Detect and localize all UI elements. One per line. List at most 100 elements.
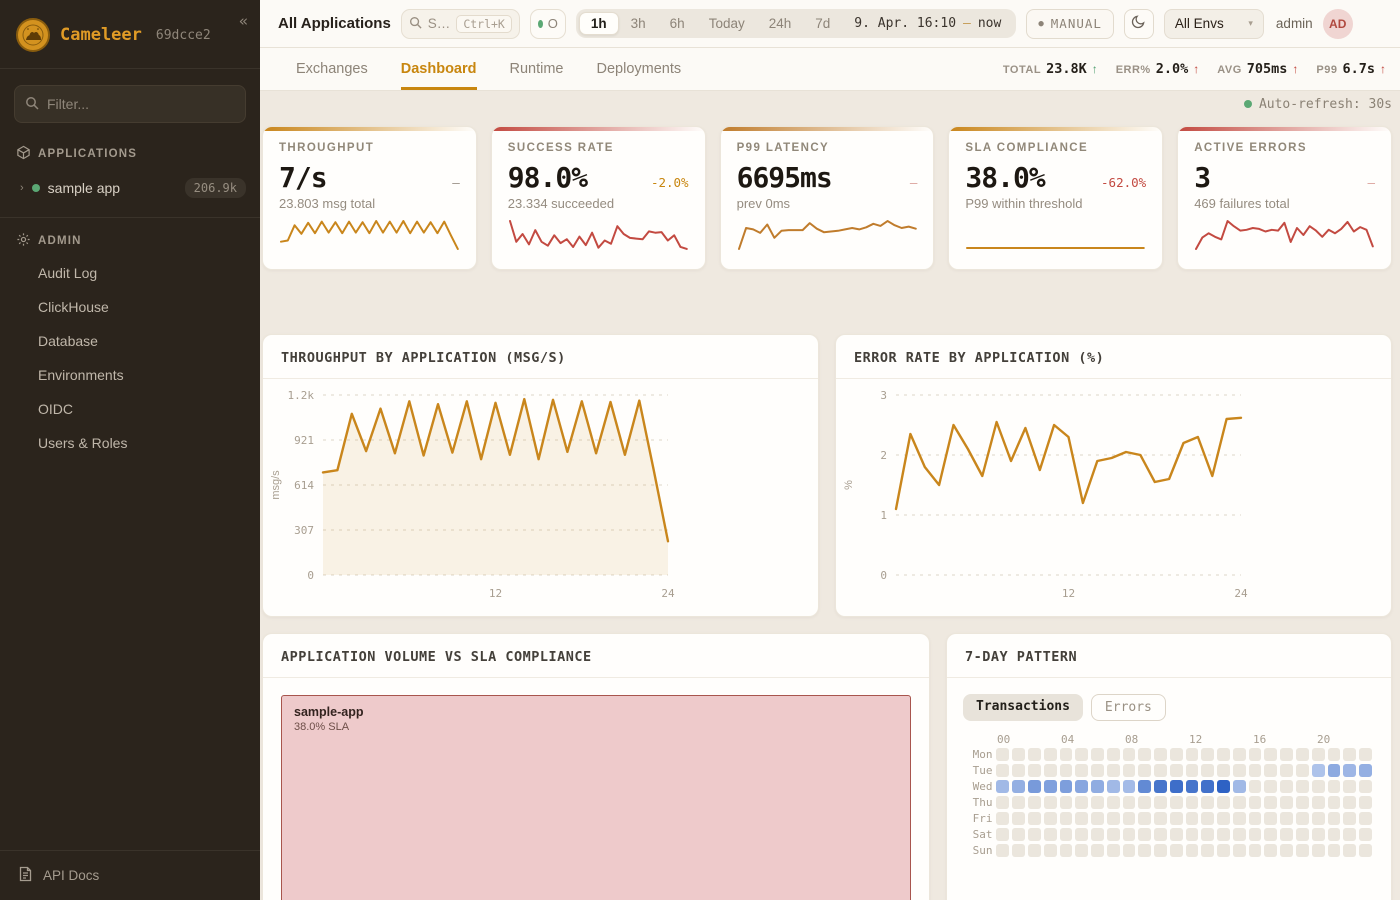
toggle-transactions[interactable]: Transactions <box>963 694 1083 721</box>
heatmap-cell <box>1359 828 1372 841</box>
search-icon <box>409 16 422 32</box>
heatmap-cell <box>1154 812 1167 825</box>
heatmap-cell <box>1091 764 1104 777</box>
heatmap-cell <box>1232 812 1246 825</box>
tab-deployments[interactable]: Deployments <box>596 61 682 77</box>
heatmap-cell <box>1232 828 1246 841</box>
heatmap-cell <box>1043 748 1057 761</box>
kpi-row: THROUGHPUT 7/s – 23.803 msg total SUCCES… <box>262 126 1392 270</box>
heatmap-cell <box>1075 764 1089 777</box>
status-dot <box>31 184 40 192</box>
filter-input[interactable] <box>14 85 246 123</box>
error-rate-chart-card: ERROR RATE BY APPLICATION (%) 0 1 2 3 12 24% <box>835 334 1392 617</box>
dark-mode-toggle[interactable] <box>1123 8 1154 39</box>
chevron-down-icon: ▾ <box>1248 18 1253 28</box>
range-7d[interactable]: 7d <box>815 16 831 31</box>
sidebar-item-api-docs[interactable]: API Docs <box>0 850 260 900</box>
tab-runtime[interactable]: Runtime <box>509 61 564 77</box>
global-search[interactable]: S… Ctrl+K <box>400 8 520 39</box>
summary-stats: TOTAL 23.8K ↑ ERR% 2.0% ↑ AVG 705ms ↑ P9… <box>1003 48 1386 90</box>
svg-text:2: 2 <box>880 449 887 462</box>
heatmap-cell <box>1264 828 1278 841</box>
heatmap-cell <box>1106 812 1120 825</box>
heatmap-row-tue: Tue <box>963 764 1375 777</box>
heatmap-cell <box>1091 796 1104 809</box>
heatmap-cell <box>1154 796 1167 809</box>
heatmap-cell <box>1106 828 1120 841</box>
heatmap-cell <box>1043 844 1057 857</box>
heatmap-cell <box>1311 844 1325 857</box>
heatmap-cell <box>1059 764 1073 777</box>
heatmap-cell <box>1311 796 1325 809</box>
heatmap-cell <box>1028 812 1041 825</box>
heatmap-cell <box>1280 780 1294 793</box>
heatmap-hour-labels: 00 04 08 12 16 20 <box>997 733 1331 746</box>
gear-icon <box>16 232 31 250</box>
heatmap-cell <box>1012 780 1025 793</box>
heatmap-cell <box>1028 764 1041 777</box>
heatmap-cell <box>1028 828 1041 841</box>
range-3h[interactable]: 3h <box>630 16 646 31</box>
heatmap-cell <box>1327 764 1341 777</box>
sidebar-item-database[interactable]: Database <box>38 333 98 349</box>
heatmap-cell <box>1280 812 1294 825</box>
kpi-card-active-errors: ACTIVE ERRORS 3 – 469 failures total <box>1177 126 1392 270</box>
env-select[interactable]: All Envs ▾ <box>1163 8 1264 39</box>
heatmap-cell <box>1327 780 1341 793</box>
heatmap-cell <box>1264 844 1278 857</box>
tab-exchanges[interactable]: Exchanges <box>296 61 368 77</box>
heatmap-cell <box>1217 764 1230 777</box>
range-1h[interactable]: 1h <box>578 12 619 35</box>
heatmap-cell <box>1217 828 1230 841</box>
heatmap-cell <box>1232 780 1246 793</box>
svg-text:0: 0 <box>880 569 887 582</box>
heatmap-cell <box>1122 828 1136 841</box>
sidebar-item-users-roles[interactable]: Users & Roles <box>38 435 128 451</box>
range-today[interactable]: Today <box>708 16 745 31</box>
stat-avg: AVG 705ms ↑ <box>1217 61 1299 77</box>
tab-dashboard[interactable]: Dashboard <box>400 48 477 90</box>
heatmap-cell <box>1280 828 1294 841</box>
sidebar-item-environments[interactable]: Environments <box>38 367 124 383</box>
pattern-toggle-group: Transactions Errors <box>963 694 1375 721</box>
sidebar-collapse-button[interactable]: « <box>238 12 248 30</box>
avatar[interactable]: AD <box>1322 8 1353 39</box>
range-6h[interactable]: 6h <box>669 16 685 31</box>
sidebar-item-sample-app[interactable]: › sample app 206.9k <box>0 169 260 207</box>
heatmap-cell <box>1185 780 1199 793</box>
sidebar-item-clickhouse[interactable]: ClickHouse <box>38 299 109 315</box>
manual-refresh-button[interactable]: ● MANUAL <box>1026 8 1114 39</box>
heatmap-cell <box>1296 844 1309 857</box>
throughput-area-chart: 0 307 614 921 1.2k 12 24 msg/s <box>270 389 675 600</box>
heatmap-cell <box>1169 844 1183 857</box>
heatmap-cell <box>1091 828 1104 841</box>
heatmap-cell <box>1138 780 1152 793</box>
online-status-button[interactable]: O <box>529 8 566 39</box>
svg-text:msg/s: msg/s <box>270 470 282 500</box>
svg-text:%: % <box>843 480 855 490</box>
heatmap-cell <box>1217 844 1230 857</box>
toggle-errors[interactable]: Errors <box>1090 694 1166 721</box>
heatmap-cell <box>1296 828 1309 841</box>
heatmap-cell <box>1343 780 1357 793</box>
heatmap-cell <box>1106 748 1120 761</box>
heatmap-cell <box>1280 844 1294 857</box>
treemap-node-sample-app[interactable]: sample-app 38.0% SLA <box>281 695 911 900</box>
heatmap-cell <box>1217 796 1230 809</box>
sidebar: « Cameleer 69dcce2 APPLICA <box>0 0 260 900</box>
heatmap-cell <box>1359 764 1372 777</box>
heatmap-cell <box>1296 764 1309 777</box>
heatmap-cell <box>1232 844 1246 857</box>
heatmap-cell <box>1201 796 1215 809</box>
kpi-card-throughput: THROUGHPUT 7/s – 23.803 msg total <box>262 126 477 270</box>
heatmap-cell <box>1043 828 1057 841</box>
date-range-display[interactable]: 9. Apr. 16:10 – now <box>854 16 1002 31</box>
heatmap-cell <box>1169 780 1183 793</box>
sidebar-item-oidc[interactable]: OIDC <box>38 401 73 417</box>
range-24h[interactable]: 24h <box>768 16 792 31</box>
main: All Applications S… Ctrl+K O 1h 3h 6h To… <box>260 0 1400 900</box>
heatmap-cell <box>1059 828 1073 841</box>
heatmap-cell <box>1091 780 1104 793</box>
sidebar-item-audit-log[interactable]: Audit Log <box>38 265 98 281</box>
